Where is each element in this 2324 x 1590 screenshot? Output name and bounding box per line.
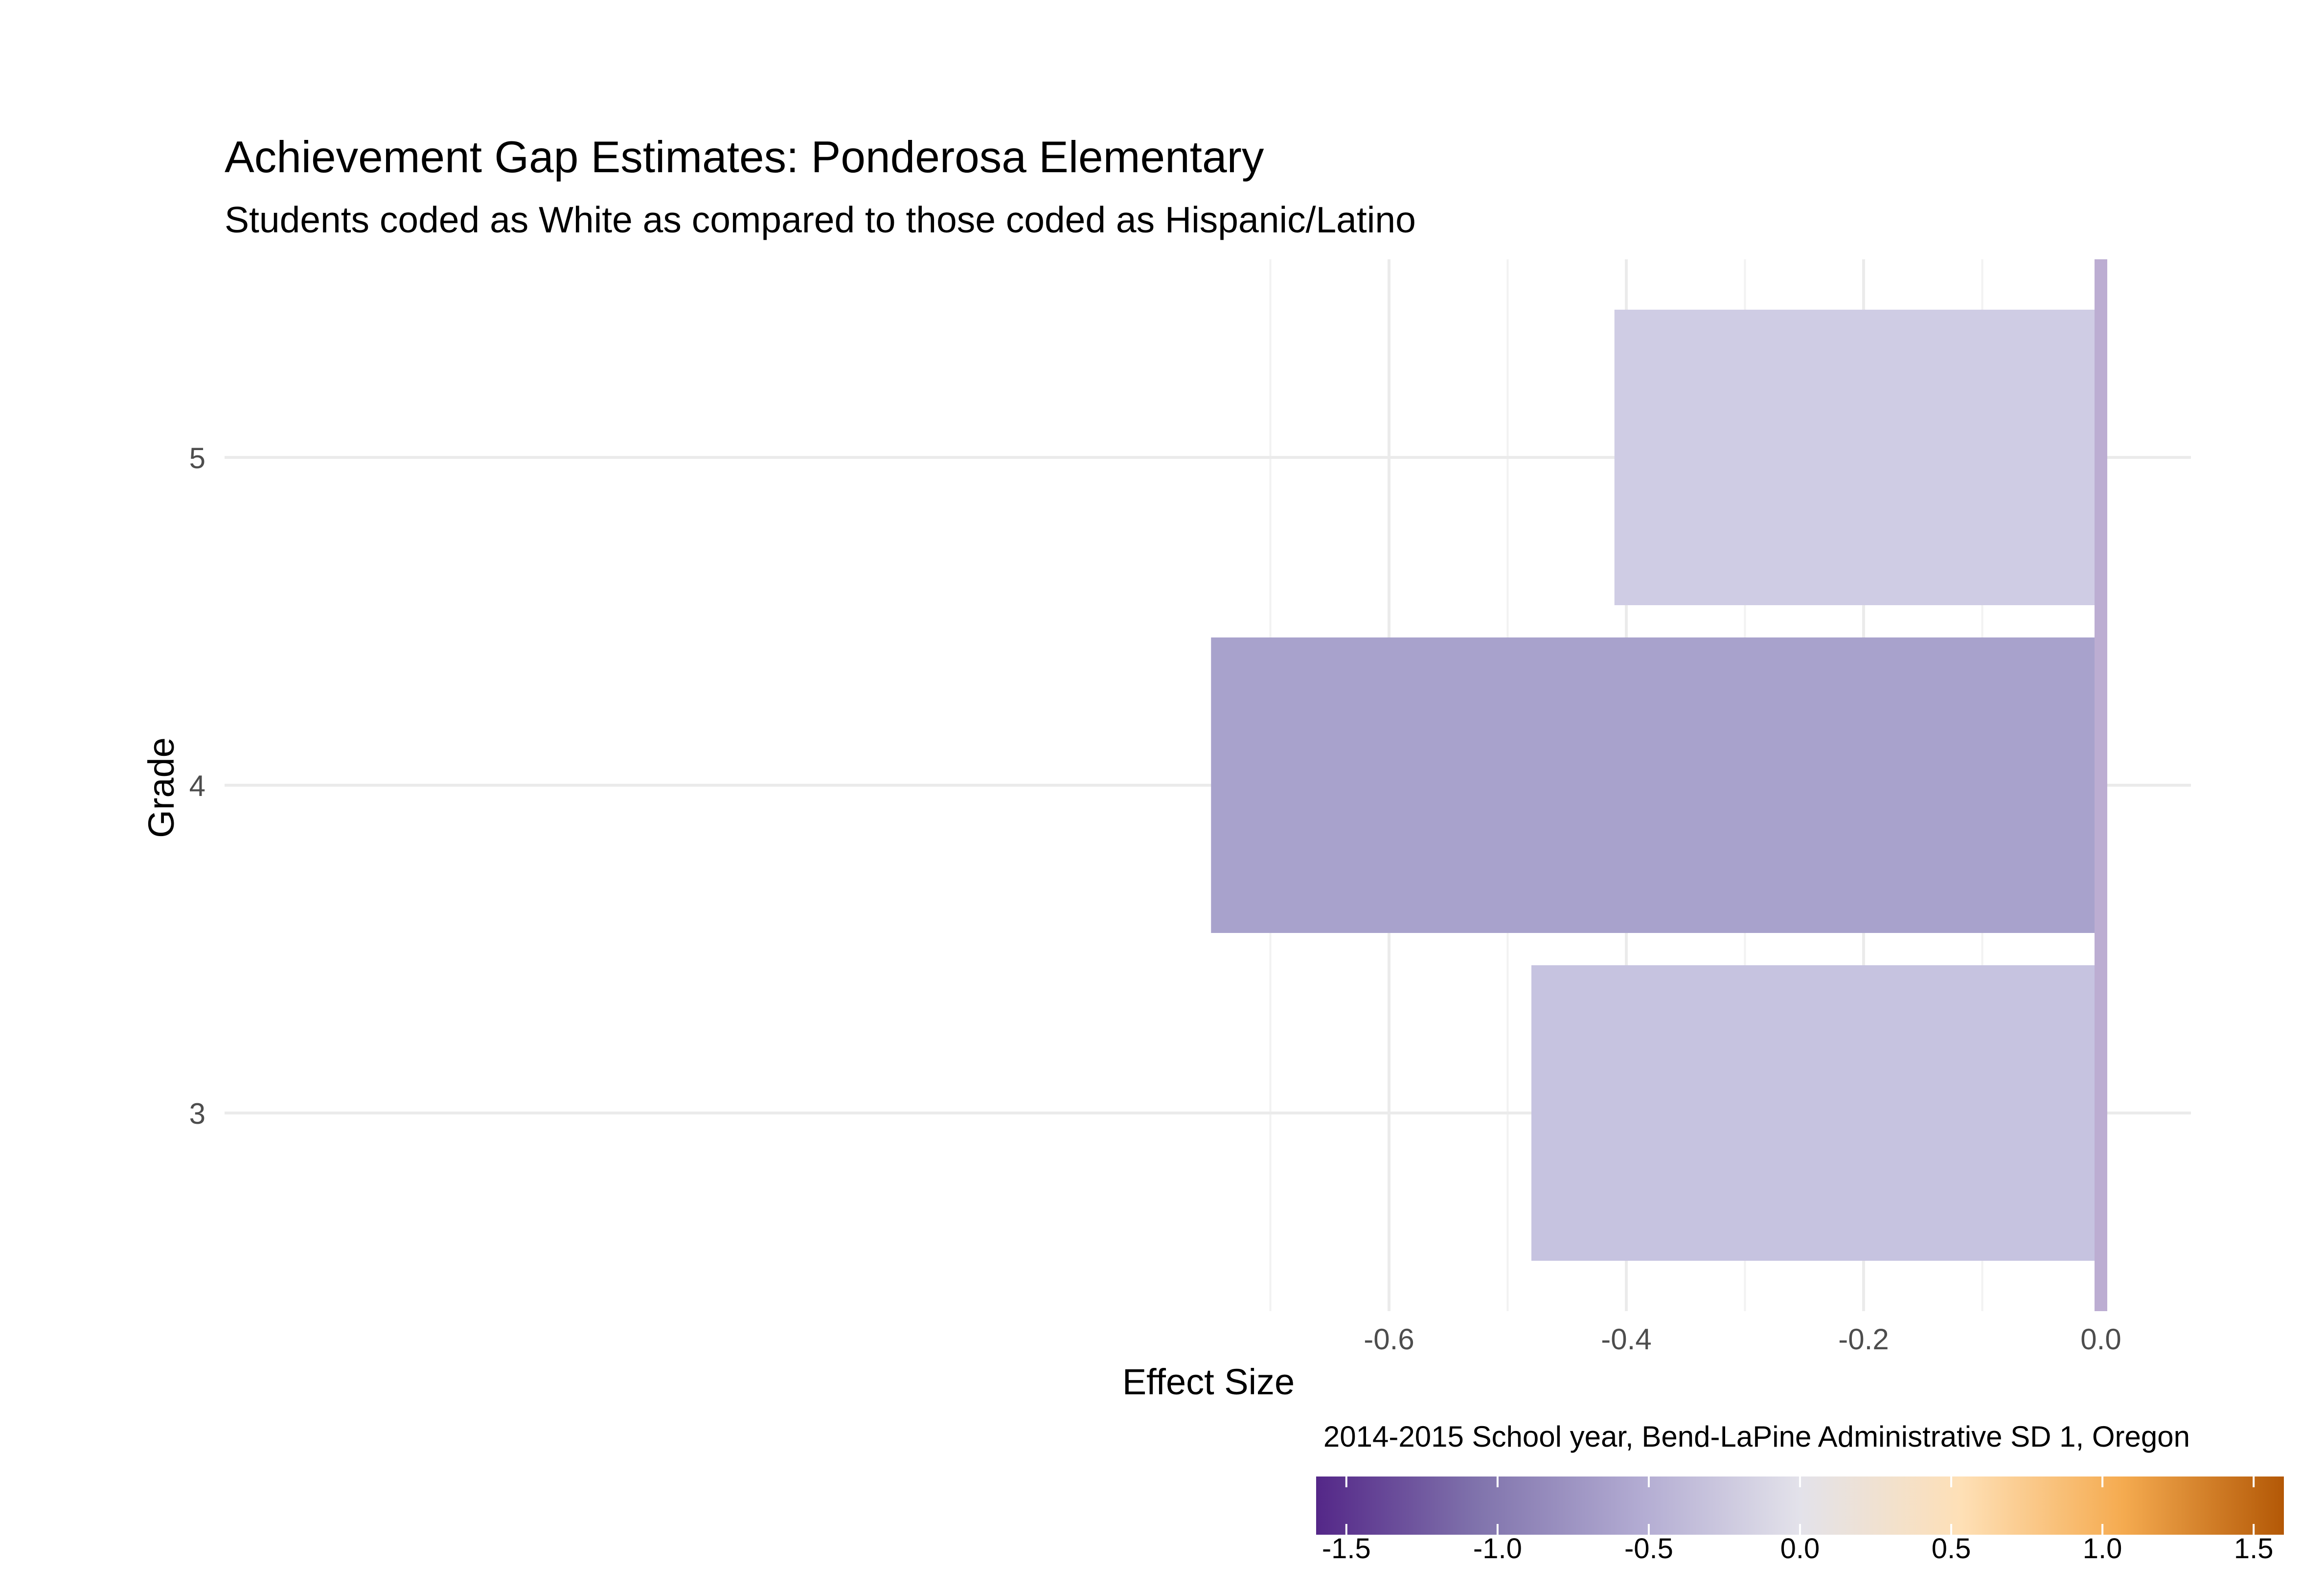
x-tick-label: -0.2 (1838, 1323, 1889, 1356)
colorbar-tick-label: 1.0 (2083, 1533, 2122, 1565)
chart-caption: 2014-2015 School year, Bend-LaPine Admin… (1323, 1420, 2190, 1453)
bar-grade-4 (1211, 637, 2101, 933)
x-axis-label: Effect Size (1122, 1362, 1295, 1402)
x-tick-label: -0.4 (1601, 1323, 1651, 1356)
y-tick-label: 3 (189, 1097, 205, 1130)
zero-reference-line (2095, 259, 2107, 1311)
x-tick-label: -0.6 (1364, 1323, 1414, 1356)
colorbar-tick-label: -1.5 (1322, 1533, 1371, 1565)
bars (1211, 259, 2107, 1311)
y-tick-label: 5 (189, 442, 205, 475)
color-legend: -1.5 -1.0 -0.5 0.0 0.5 1.0 1.5 (1316, 1476, 2284, 1565)
colorbar-tick-label: 1.5 (2234, 1533, 2274, 1565)
colorbar-tick-label: -1.0 (1473, 1533, 1522, 1565)
colorbar-tick-label: -0.5 (1624, 1533, 1673, 1565)
colorbar-tick-label: 0.5 (1932, 1533, 1971, 1565)
axis-ticks: 3 4 5 -0.6 -0.4 -0.2 0.0 (189, 442, 2121, 1356)
bar-grade-3 (1531, 965, 2101, 1261)
y-tick-label: 4 (189, 770, 205, 802)
chart-subtitle: Students coded as White as compared to t… (225, 199, 1416, 240)
x-tick-label: 0.0 (2080, 1323, 2121, 1356)
chart-title: Achievement Gap Estimates: Ponderosa Ele… (225, 133, 1264, 182)
colorbar-tick-label: 0.0 (1780, 1533, 1820, 1565)
bar-grade-5 (1614, 310, 2101, 605)
